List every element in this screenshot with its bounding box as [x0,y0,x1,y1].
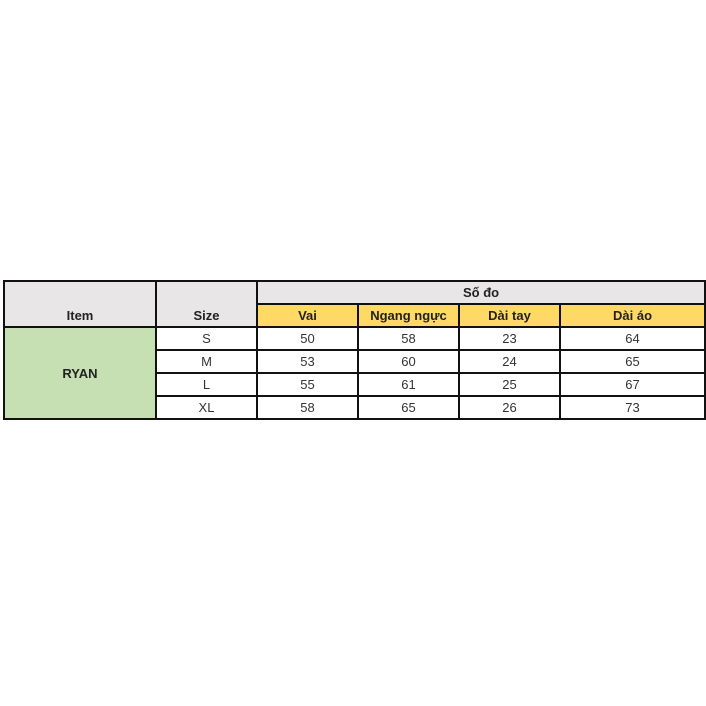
table-row: XL 58 65 26 73 [4,395,706,420]
size-cell: L [155,372,258,397]
size-cell: XL [155,395,258,420]
size-cell: S [155,326,258,351]
header-row-group: Item Size Số đo [3,280,706,328]
header-measurements: Số đo [255,280,706,305]
header-item: Item [3,280,157,328]
table-row: M 53 60 24 65 [4,349,706,374]
size-chart-table: Item Size Số đo Vai Ngang ngực Dài tay D… [3,280,706,420]
value-cell: 55 [256,372,359,397]
header-size: Size [155,280,258,328]
value-cell: 60 [357,349,460,374]
table-row: L 55 61 25 67 [4,372,706,397]
value-cell: 65 [558,349,706,374]
value-cell: 67 [558,372,706,397]
header-ngang-nguc: Ngang ngực [357,303,460,328]
value-cell: 23 [458,326,561,351]
item-name: RYAN [3,326,157,420]
header-dai-ao: Dài áo [558,303,706,328]
value-cell: 25 [458,372,561,397]
value-cell: 26 [458,395,561,420]
value-cell: 53 [256,349,359,374]
value-cell: 58 [256,395,359,420]
value-cell: 73 [558,395,706,420]
header-dai-tay: Dài tay [458,303,561,328]
value-cell: 61 [357,372,460,397]
value-cell: 50 [256,326,359,351]
header-row-columns: Vai Ngang ngực Dài tay Dài áo [4,303,706,328]
value-cell: 24 [458,349,561,374]
size-cell: M [155,349,258,374]
value-cell: 58 [357,326,460,351]
value-cell: 64 [558,326,706,351]
header-vai: Vai [256,303,359,328]
value-cell: 65 [357,395,460,420]
table-row: RYAN S 50 58 23 64 [3,326,706,420]
